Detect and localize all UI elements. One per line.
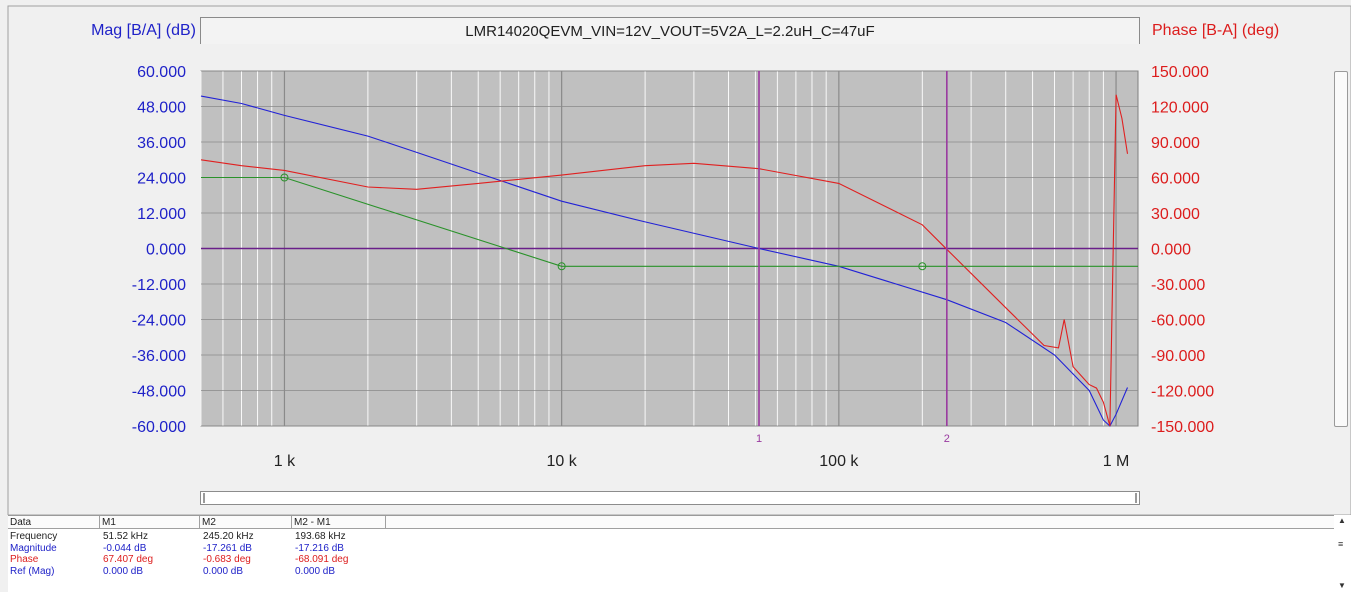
table-cell: -0.044 dB bbox=[103, 542, 147, 554]
chart-frame bbox=[7, 5, 1351, 515]
table-cell: 0.000 dB bbox=[103, 565, 144, 577]
table-scrollbar[interactable]: ▲ ≡ ▼ bbox=[1334, 515, 1351, 591]
left-tick-label: 0.000 bbox=[146, 242, 186, 259]
table-cell: -68.091 deg bbox=[295, 554, 349, 565]
left-tick-label: -36.000 bbox=[132, 348, 186, 365]
table-header-empty bbox=[386, 516, 1342, 529]
table-header-m1[interactable]: M1 bbox=[100, 516, 200, 529]
horizontal-scrollbar[interactable] bbox=[200, 491, 1140, 505]
left-tick-label: 36.000 bbox=[137, 135, 186, 152]
left-tick-label: -24.000 bbox=[132, 313, 186, 330]
table-header-m2[interactable]: M2 bbox=[200, 516, 292, 529]
right-axis-title: Phase [B-A] (deg) bbox=[1152, 22, 1280, 39]
x-tick-label: 10 k bbox=[547, 453, 578, 470]
table-cell: 67.407 deg bbox=[103, 554, 154, 565]
chart-title: LMR14020QEVM_VIN=12V_VOUT=5V2A_L=2.2uH_C… bbox=[200, 17, 1140, 44]
x-tick-label: 100 k bbox=[819, 453, 859, 470]
vertical-scrollbar[interactable] bbox=[1334, 71, 1348, 427]
table-header-diff[interactable]: M2 - M1 bbox=[292, 516, 386, 529]
right-tick-label: -90.000 bbox=[1151, 348, 1205, 365]
right-tick-label: 120.000 bbox=[1151, 100, 1209, 117]
left-tick-label: 12.000 bbox=[137, 206, 186, 223]
left-tick-label: -12.000 bbox=[132, 277, 186, 294]
table-cell: -17.261 dB bbox=[203, 542, 252, 554]
scroll-left-handle[interactable] bbox=[203, 493, 205, 503]
scroll-grip-icon[interactable]: ≡ bbox=[1338, 539, 1344, 549]
table-row-label: Phase bbox=[10, 554, 39, 565]
left-tick-label: 60.000 bbox=[137, 64, 186, 81]
series-reference-handle bbox=[280, 173, 289, 182]
left-tick-label: -48.000 bbox=[132, 384, 186, 401]
table-header-data[interactable]: Data bbox=[8, 516, 100, 529]
table-cell: 51.52 kHz bbox=[103, 531, 149, 542]
scroll-down-icon[interactable]: ▼ bbox=[1338, 581, 1346, 590]
left-tick-label: 24.000 bbox=[137, 171, 186, 188]
left-tick-label: -60.000 bbox=[132, 419, 186, 436]
scroll-right-handle[interactable] bbox=[1135, 493, 1137, 503]
series-reference-handle bbox=[557, 262, 566, 271]
left-tick-label: 48.000 bbox=[137, 100, 186, 117]
right-tick-label: 150.000 bbox=[1151, 64, 1209, 81]
right-tick-label: 30.000 bbox=[1151, 206, 1200, 223]
table-row-label: Frequency bbox=[10, 531, 58, 542]
left-axis-title: Mag [B/A] (dB) bbox=[91, 22, 196, 39]
marker-label-1: 1 bbox=[756, 433, 762, 445]
right-tick-label: -150.000 bbox=[1151, 419, 1214, 436]
right-tick-label: -60.000 bbox=[1151, 313, 1205, 330]
x-tick-label: 1 k bbox=[274, 453, 296, 470]
right-tick-label: -30.000 bbox=[1151, 277, 1205, 294]
table-row-label: Ref (Mag) bbox=[10, 565, 55, 577]
series-magnitude-line bbox=[200, 95, 1129, 427]
marker-label-2: 2 bbox=[944, 433, 950, 445]
table-cell: -0.683 deg bbox=[203, 554, 251, 565]
series-reference-line bbox=[201, 176, 1138, 267]
table-cell: 245.20 kHz bbox=[203, 531, 254, 542]
bode-plot: 60.000 48.000 36.000 24.000 12.000 0.000 -12.0… bbox=[7, 5, 1351, 515]
table-cell: -17.216 dB bbox=[295, 542, 344, 554]
right-tick-label: 60.000 bbox=[1151, 171, 1200, 188]
right-tick-label: -120.000 bbox=[1151, 384, 1214, 401]
table-cell: 0.000 dB bbox=[203, 565, 244, 577]
table-cell: 0.000 dB bbox=[295, 565, 336, 577]
table-row-label: Magnitude bbox=[10, 542, 57, 554]
table-cell: 193.68 kHz bbox=[295, 531, 346, 542]
marker-data-table: Data M1 M2 M2 - M1 Frequency 51.52 kHz 245… bbox=[8, 515, 1351, 592]
scroll-up-icon[interactable]: ▲ bbox=[1338, 516, 1346, 525]
series-reference-handle bbox=[918, 262, 927, 271]
right-tick-label: 90.000 bbox=[1151, 135, 1200, 152]
x-tick-label: 1 M bbox=[1103, 453, 1130, 470]
right-tick-label: 0.000 bbox=[1151, 242, 1191, 259]
